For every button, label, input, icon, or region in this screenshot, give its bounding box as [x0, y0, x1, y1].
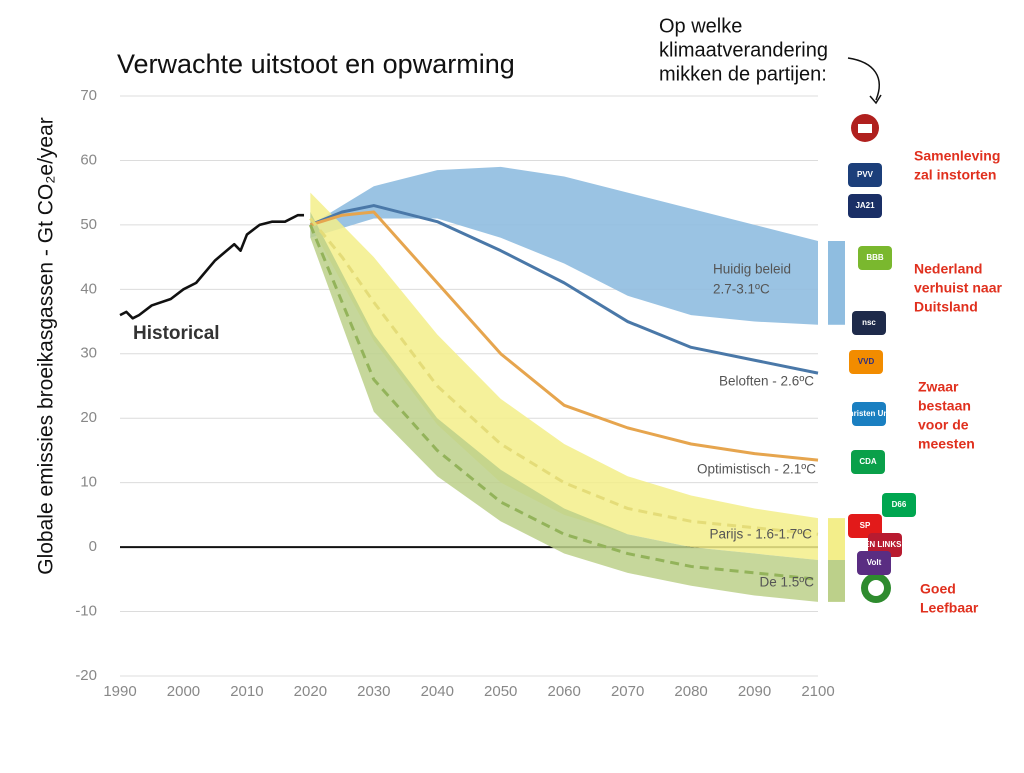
y-tick-label: 40 [80, 280, 97, 297]
party-logo [848, 194, 882, 218]
party-logo [851, 450, 885, 474]
range-band [310, 166, 818, 325]
end-range-bar [828, 241, 845, 325]
x-tick-label: 2090 [738, 683, 771, 700]
group-label: verhuist naar [914, 280, 1002, 296]
y-tick-label: 10 [80, 474, 97, 491]
series-label: De 1.5ºC [760, 575, 815, 590]
x-tick-label: 1990 [103, 683, 136, 700]
y-tick-label: 60 [80, 151, 97, 168]
party-name: PVV [857, 170, 874, 179]
group-label: voor de [918, 417, 969, 433]
x-tick-label: 2070 [611, 683, 644, 700]
party-logo-detail [858, 124, 872, 133]
x-tick-label: 2100 [801, 683, 834, 700]
party-name: BBB [866, 253, 884, 262]
y-tick-label: 20 [80, 409, 97, 426]
party-name: VVD [858, 357, 875, 366]
x-tick-label: 2000 [167, 683, 200, 700]
arrow [847, 57, 880, 101]
party-logo [858, 246, 892, 270]
party-name: nsc [862, 318, 876, 327]
party-name: D66 [892, 500, 907, 509]
y-tick-label: -10 [75, 603, 97, 620]
y-axis-label: Globale emissies broeikasgassen - Gt CO₂… [35, 117, 58, 575]
party-logo [848, 163, 882, 187]
series-label: Parijs - 1.6-1.7ºC [710, 527, 813, 542]
y-tick-label: 50 [80, 216, 97, 233]
group-label: Goed [920, 581, 956, 597]
annotation: mikken de partijen: [659, 63, 827, 85]
range-band [310, 212, 818, 602]
y-tick-label: -20 [75, 667, 97, 684]
party-logo-detail [868, 580, 884, 596]
end-range-bar [828, 518, 845, 560]
party-name: GROEN LINKS PvdA [846, 540, 924, 549]
series-line [308, 224, 819, 581]
party-name: Volt [867, 558, 882, 567]
x-tick-label: 2050 [484, 683, 517, 700]
x-tick-label: 2040 [421, 683, 454, 700]
group-label: Nederland [914, 261, 982, 277]
group-label: Samenleving [914, 148, 1000, 164]
band-label: Huidig beleid [713, 262, 791, 277]
x-tick-label: 2010 [230, 683, 263, 700]
chart-title: Verwachte uitstoot en opwarming [117, 49, 515, 79]
party-logo [857, 551, 891, 575]
series-line [309, 210, 819, 462]
party-name: SP [860, 521, 871, 530]
series-label: Historical [133, 323, 220, 344]
x-tick-label: 2060 [547, 683, 580, 700]
annotation: Op welke [659, 15, 742, 37]
end-range-bar [828, 560, 845, 602]
party-name: Christen Unie [843, 409, 896, 418]
series-line [309, 217, 819, 536]
group-label: zal instorten [914, 167, 996, 183]
band-label: 2.7-3.1ºC [713, 282, 770, 297]
party-logo [849, 350, 883, 374]
group-label: Duitsland [914, 299, 978, 315]
x-tick-label: 2020 [294, 683, 327, 700]
series-line [309, 204, 819, 375]
party-logo [848, 514, 882, 538]
party-logo [852, 311, 886, 335]
series-line [119, 213, 305, 320]
y-tick-label: 30 [80, 345, 97, 362]
party-name: JA21 [855, 201, 875, 210]
x-tick-label: 2030 [357, 683, 390, 700]
x-tick-label: 2080 [674, 683, 707, 700]
party-logo [882, 493, 916, 517]
group-label: Leefbaar [920, 600, 979, 616]
y-tick-label: 0 [89, 538, 97, 555]
range-band [310, 192, 818, 560]
party-logo [852, 402, 886, 426]
arrow-head [869, 94, 882, 105]
series-label: Beloften - 2.6ºC [719, 374, 814, 389]
series-label: Optimistisch - 2.1ºC [697, 462, 816, 477]
group-label: Zwaar [918, 379, 959, 395]
group-label: meesten [918, 436, 975, 452]
group-label: bestaan [918, 398, 971, 414]
annotation: klimaatverandering [659, 39, 828, 61]
y-tick-label: 70 [80, 87, 97, 104]
party-name: CDA [859, 457, 877, 466]
